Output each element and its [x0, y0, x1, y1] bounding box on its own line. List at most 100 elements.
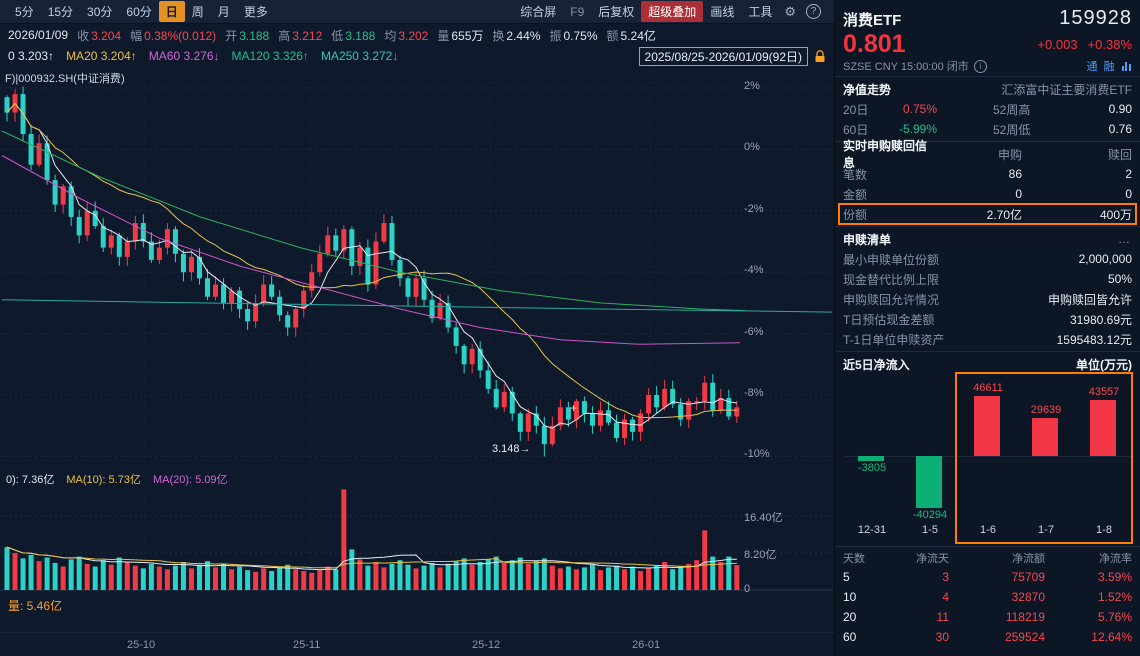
cash-ratio-label: 现金替代比例上限	[843, 272, 940, 287]
cash-ratio-value: 50%	[1107, 272, 1132, 286]
t1-asset-label: T-1日单位申赎资产	[843, 332, 945, 347]
period-15min[interactable]: 15分	[47, 5, 74, 19]
crosshair-marker: +	[570, 401, 578, 415]
flow-bar-1-7: 29639 1-7	[1017, 374, 1075, 544]
high-label: 高	[278, 28, 291, 43]
amount-buy: 0	[1015, 187, 1022, 201]
low-value: 3.188	[345, 28, 376, 43]
volume-axis-label: 8.20亿	[744, 549, 777, 561]
ma120-label: MA120	[231, 49, 270, 63]
volume-chart[interactable]	[0, 487, 834, 592]
min-unit-label: 最小申赎单位份额	[843, 252, 940, 267]
shares-buy: 2.70亿	[986, 207, 1022, 222]
flow-date-label: 1-8	[1096, 524, 1112, 536]
netflow-amount-header: 净流额	[1012, 553, 1045, 565]
more-icon[interactable]: …	[1118, 232, 1132, 246]
t-cash-diff-value: 31980.69元	[1069, 312, 1132, 327]
flows-section-title: 近5日净流入	[843, 357, 910, 372]
flow-value-label: 46611	[973, 382, 1003, 394]
close-value: 3.204	[91, 28, 122, 43]
period-5min[interactable]: 5分	[15, 5, 34, 19]
y-axis-label: -10%	[744, 448, 770, 461]
x-tick-jan: 26-01	[632, 639, 661, 651]
pcf-section-title: 申赎清单	[843, 232, 892, 247]
period-30min[interactable]: 30分	[87, 5, 113, 19]
y-axis-label: -6%	[744, 325, 764, 338]
y-axis-label: -4%	[744, 264, 764, 277]
vol-ma20-label: MA(20):	[152, 474, 193, 486]
change-value: 0.38%(0.012)	[144, 28, 217, 43]
order-count-label: 笔数	[843, 167, 868, 182]
flow-date-label: 1-6	[980, 524, 996, 536]
allow-status-label: 申购赎回允许情况	[843, 292, 940, 307]
redeem-column-header: 赎回	[1107, 147, 1132, 162]
more-periods-menu[interactable]: 更多	[243, 5, 268, 19]
ma60-value: 3.276↓	[183, 49, 220, 63]
close-label: 收	[77, 28, 90, 43]
candlestick-chart[interactable]	[0, 66, 834, 470]
volume-axis-label: 0	[744, 583, 751, 595]
fund-full-name: 汇添富中证主要消费ETF	[1001, 82, 1132, 97]
lock-icon[interactable]	[814, 49, 826, 63]
y-axis-label: -8%	[744, 387, 764, 399]
flow-date-label: 12-31	[857, 524, 887, 536]
super-overlay-button[interactable]: 超级叠加	[641, 1, 704, 22]
mini-chart-icon[interactable]	[1121, 61, 1133, 71]
overlay-index-legend[interactable]: F)|000932.SH(中证消费)	[5, 73, 125, 85]
x-tick-dec: 25-12	[472, 639, 501, 651]
low-label: 低	[331, 28, 344, 43]
x-tick-nov: 25-11	[293, 639, 321, 651]
ma60-label: MA60	[148, 49, 181, 63]
y-axis-label: 2%	[744, 80, 760, 92]
flow-date-label: 1-7	[1038, 524, 1054, 536]
flow-bar-12-31: -3805 12-31	[843, 374, 901, 544]
amplitude-value: 0.75%	[563, 28, 598, 43]
help-icon[interactable]: ?	[806, 4, 821, 19]
nav-trend-link[interactable]: 净值走势	[843, 82, 892, 97]
flow-bar-1-6: 46611 1-6	[959, 374, 1017, 544]
low-52w-label: 52周低	[993, 122, 1031, 137]
tools-button[interactable]: 工具	[748, 5, 773, 19]
chart-toolbar: 5分 15分 30分 60分 日 周 月 更多 综合屏 F9 后复权 超级叠加 …	[0, 0, 834, 24]
table-row: 5 3 75709 3.59%	[843, 570, 1132, 584]
etf-code: 159928	[1059, 7, 1132, 29]
flow-date-label: 1-5	[922, 524, 938, 536]
gear-icon[interactable]: ⚙	[784, 3, 796, 19]
allow-status-value: 申购赎回皆允许	[1047, 292, 1132, 307]
y-axis-label: 0%	[744, 141, 760, 154]
flow-bar	[1032, 417, 1058, 456]
t-cash-diff-label: T日预估现金差额	[843, 312, 935, 327]
ma-legend-bar: 0 3.203↑ MA20 3.204↑ MA60 3.276↓ MA120 3…	[0, 46, 834, 66]
tag-connect[interactable]: 通	[1086, 61, 1098, 73]
info-icon[interactable]: i	[973, 59, 987, 73]
period-month[interactable]: 月	[217, 5, 230, 19]
realtime-section-title: 实时申购赎回信息	[843, 139, 928, 170]
ma20-label: MA20	[66, 49, 98, 63]
ma20-value: 3.204↑	[100, 49, 137, 63]
composite-screen-button[interactable]: 综合屏	[520, 5, 557, 19]
amount-label: 额	[606, 28, 619, 43]
amplitude-label: 振	[549, 28, 562, 43]
flow-bar-1-8: 43557 1-8	[1075, 374, 1133, 544]
period-week[interactable]: 周	[191, 5, 204, 19]
ma0-value: 3.203↑	[18, 49, 55, 63]
period-day[interactable]: 日	[158, 1, 185, 22]
draw-line-button[interactable]: 画线	[710, 5, 735, 19]
x-tick-oct: 25-10	[127, 639, 156, 651]
flow-bar	[1090, 399, 1116, 456]
table-row: 60 30 259524 12.64%	[843, 630, 1132, 644]
net-inflow-chart: -3805 12-31 -40294 1-5 46611 1-6 29639 1-7 43557…	[843, 372, 1133, 544]
volume-value: 655万	[451, 28, 484, 43]
adjusted-price-button[interactable]: 后复权	[598, 5, 635, 19]
x-axis: 25-10 25-11 25-12 26-01	[0, 632, 834, 656]
ma0-label: 0	[8, 49, 15, 63]
y-axis-label: -2%	[744, 202, 764, 215]
netflow-rate-header: 净流率	[1099, 553, 1132, 565]
period-60min[interactable]: 60分	[126, 5, 152, 19]
ma250-value: 3.272↓	[362, 49, 399, 63]
vol-label: 0):	[6, 474, 19, 486]
tag-margin[interactable]: 融	[1103, 61, 1115, 73]
high-52w-label: 52周高	[993, 102, 1031, 117]
date-range-selector[interactable]: 2025/08/25-2026/01/09(92日)	[638, 46, 808, 66]
